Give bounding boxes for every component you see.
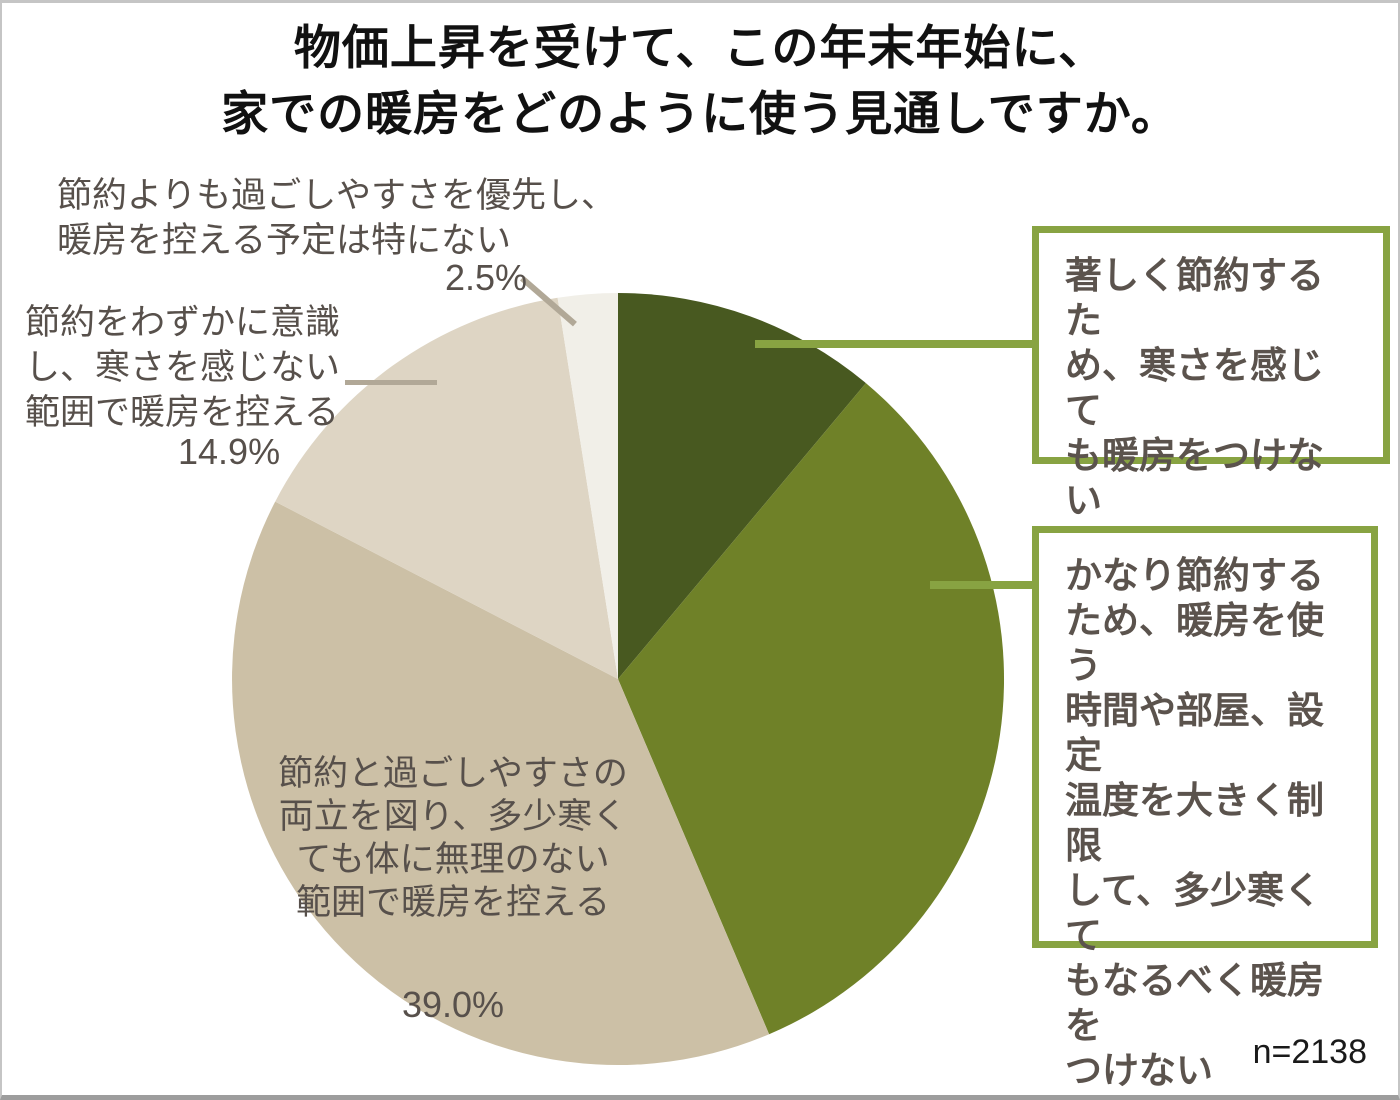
leader-line-severe-saving: [755, 340, 1032, 348]
sample-size-label: n=2138: [1252, 1033, 1367, 1071]
segment-pct-slight-saving: 14.9%: [178, 431, 281, 472]
segment-label-balanced-saving: 節約と過ごしやすさの 両立を図り、多少寒く ても体に無理のない 範囲で暖房を控え…: [253, 709, 653, 1069]
leader-line-considerable-saving: [930, 581, 1032, 589]
callout-box-considerable-saving: かなり節約する ため、暖房を使う 時間や部屋、設定 温度を大きく制限 して、多少…: [1032, 526, 1378, 1095]
pie-slice-4: [557, 293, 618, 679]
segment-pct-no-restraint: 2.5%: [445, 257, 528, 298]
segment-pct-considerable-saving: 32.5%: [1065, 1093, 1347, 1095]
segment-label-slight-saving: 節約をわずかに意識 し、寒さを感じない 範囲で暖房を控える: [25, 303, 341, 432]
segment-label-balanced-saving-text: 節約と過ごしやすさの 両立を図り、多少寒く ても体に無理のない 範囲で暖房を控え…: [278, 754, 628, 922]
pie-slice-2: [232, 501, 770, 1065]
pie-slice-0: [618, 293, 866, 679]
pie-slice-3: [275, 297, 618, 679]
callout-box-severe-saving: 著しく節約するた め、寒さを感じて も暖房をつけない 11.1%: [1032, 226, 1390, 565]
segment-label-no-restraint: 節約よりも過ごしやすさを優先し、 暖房を控える予定は特にない: [57, 176, 616, 260]
leader-line-slight-saving: [345, 380, 437, 385]
pie-chart: [232, 293, 1005, 1065]
chart-title: 物価上昇を受けて、この年末年始に、 家での暖房をどのように使う見通しですか。: [221, 21, 1179, 140]
segment-pct-balanced-saving: 39.0%: [401, 984, 505, 1025]
pie-slice-1: [618, 383, 1005, 1035]
segment-label-severe-saving: 著しく節約するた め、寒さを感じて も暖房をつけない: [1065, 255, 1324, 521]
segment-label-considerable-saving: かなり節約する ため、暖房を使う 時間や部屋、設定 温度を大きく制限 して、多少…: [1065, 555, 1324, 1091]
